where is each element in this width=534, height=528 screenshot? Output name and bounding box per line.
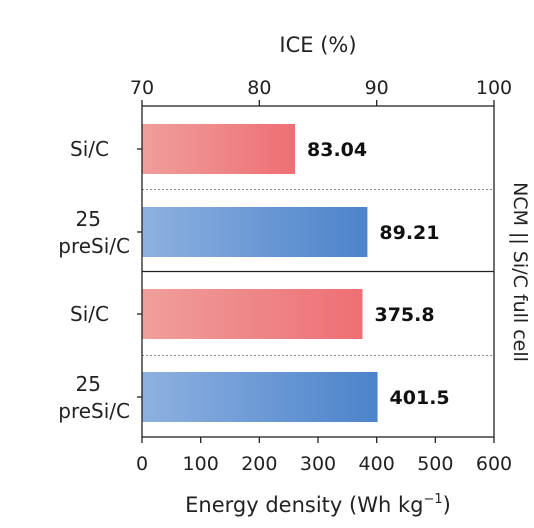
tick-label-top: 70 [130,77,154,99]
bottom-axis-title-sup: −1 [423,492,442,507]
side-label: NCM || Si/C full cell [509,182,531,362]
bottom-axis-title-end: ) [443,493,451,517]
bar [142,124,296,174]
tick-label-bottom: 200 [241,453,277,475]
category-label-line2: preSi/C [58,234,130,258]
category-label-line1: 25 [76,207,101,231]
value-label: 89.21 [379,222,439,244]
chart-marks: 70 80 90 100 83.04 Si/C 89.21 25 preSi/C 0 100 200 3… [58,77,512,475]
tick-label-bottom: 600 [476,453,512,475]
value-label: 375.8 [374,304,434,326]
tick-label-top: 100 [476,77,512,99]
category-label-line2: preSi/C [58,399,130,423]
tick-label-bottom: 400 [359,453,395,475]
bar [142,289,363,339]
top-axis-title: ICE (%) [279,33,356,57]
category-label-line1: 25 [76,372,101,396]
tick-label-top: 80 [247,77,271,99]
bottom-axis-title: Energy density (Wh kg−1) [185,492,451,517]
tick-label-bottom: 300 [300,453,336,475]
tick-label-top: 90 [365,77,389,99]
value-label: 401.5 [390,387,450,409]
bar [142,372,378,422]
tick-label-bottom: 100 [183,453,219,475]
bottom-axis-title-main: Energy density (Wh kg [185,493,423,517]
bar [142,207,368,257]
category-label: Si/C [70,137,109,161]
value-label: 83.04 [307,139,367,161]
tick-label-bottom: 0 [136,453,148,475]
tick-label-bottom: 500 [417,453,453,475]
category-label: Si/C [70,302,109,326]
